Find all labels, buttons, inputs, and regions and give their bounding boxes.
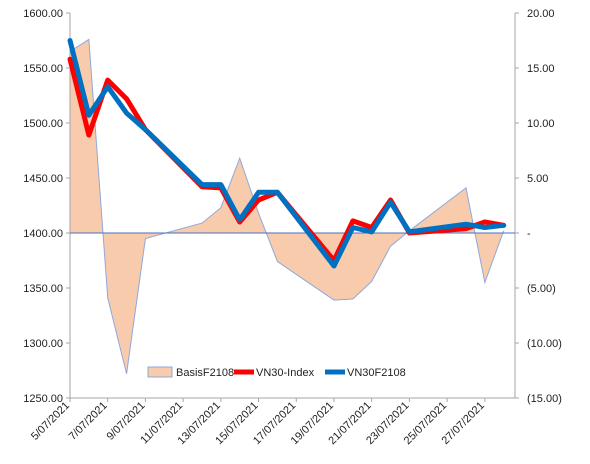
left-tick-label: 1550.00: [23, 63, 63, 75]
left-tick-label: 1250.00: [23, 393, 63, 405]
left-tick-label: 1300.00: [23, 338, 63, 350]
left-tick-label: 1600.00: [23, 8, 63, 20]
legend: BasisF2108 VN30-Index VN30F2108: [147, 366, 406, 379]
right-tick-label: -: [527, 228, 531, 240]
basis-area-layer: [69, 38, 505, 374]
x-tick-label: 5/07/2021: [29, 400, 72, 443]
legend-label-basisf2108: BasisF2108: [176, 367, 234, 379]
left-tick-label: 1500.00: [23, 118, 63, 130]
right-tick-label: 10.00: [527, 118, 555, 130]
left-tick-label: 1350.00: [23, 283, 63, 295]
left-tick-label: 1400.00: [23, 228, 63, 240]
legend-swatch-basisf2108: [147, 366, 173, 378]
axes-layer: [69, 13, 516, 399]
basis-area-edge: [69, 38, 505, 374]
legend-label-vn30f2108: VN30F2108: [347, 367, 406, 379]
right-tick-label: 5.00: [527, 173, 548, 185]
right-tick-label: (15.00): [527, 393, 562, 405]
series-lines-layer: [67, 38, 507, 269]
series-line-vn30f2108: [67, 38, 507, 269]
right-tick-label: (10.00): [527, 338, 562, 350]
right-tick-label: (5.00): [527, 283, 556, 295]
left-tick-label: 1450.00: [23, 173, 63, 185]
legend-label-vn30-index: VN30-Index: [256, 367, 315, 379]
right-tick-label: 15.00: [527, 63, 555, 75]
x-tick-label: 7/07/2021: [67, 400, 110, 443]
right-tick-label: 20.00: [527, 8, 555, 20]
